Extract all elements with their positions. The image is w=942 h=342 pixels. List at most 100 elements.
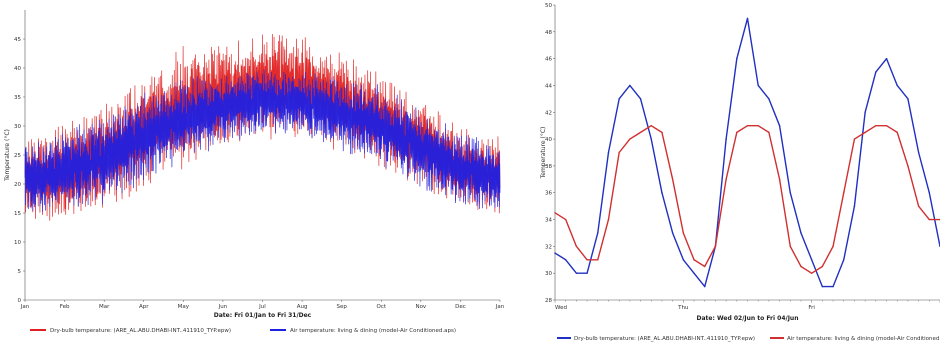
data-point: [597, 259, 599, 261]
y-tick-label: 10: [14, 240, 21, 246]
data-point: [821, 285, 824, 288]
y-tick-label: 30: [14, 124, 21, 130]
data-point: [575, 245, 578, 248]
data-point: [586, 259, 588, 261]
data-point: [778, 178, 781, 181]
x-tick-label: May: [178, 304, 190, 310]
data-point: [736, 131, 738, 134]
data-point: [789, 245, 791, 248]
data-point: [832, 285, 834, 288]
data-point: [800, 265, 802, 268]
y-tick-label: 40: [545, 137, 552, 143]
data-point: [907, 98, 909, 100]
data-point: [714, 245, 717, 248]
y-tick-label: 40: [14, 66, 21, 72]
data-point: [693, 259, 695, 261]
x-tick-label: Jun: [218, 304, 228, 310]
series-line-1: [554, 17, 940, 288]
data-point: [853, 205, 856, 207]
data-point: [821, 265, 824, 268]
data-point: [864, 111, 866, 113]
x-tick-label: Dec: [455, 304, 466, 310]
y-tick-label: 0: [18, 298, 22, 304]
data-point: [607, 218, 610, 221]
x-tick-label: Oct: [376, 304, 386, 310]
series-line-1: [24, 33, 501, 221]
x-tick-label: Jan: [495, 304, 505, 310]
y-tick-label: 42: [545, 110, 552, 116]
data-point: [736, 57, 738, 60]
data-point: [671, 178, 674, 181]
data-point: [564, 218, 567, 221]
data-point: [843, 259, 845, 261]
data-point: [693, 272, 695, 274]
data-point: [661, 131, 663, 134]
data-point: [810, 259, 813, 261]
data-point: [928, 218, 931, 221]
data-point: [554, 212, 556, 214]
y-tick-label: 46: [545, 57, 552, 63]
x-tick-label: Fri: [808, 305, 815, 311]
three-day-temperature-chart: 28 30 32 34 36 38 40 42 44 46 48 50 Wed Thu Fri Date: W…: [540, 3, 940, 342]
data-point: [853, 138, 856, 140]
y-tick-label: 38: [545, 164, 552, 170]
data-point: [618, 98, 620, 100]
data-point: [629, 138, 631, 140]
y-tick-label: 20: [14, 182, 21, 188]
x-tick-label: Thu: [677, 305, 688, 311]
y-tick-label: 35: [14, 95, 21, 101]
data-point: [618, 151, 620, 154]
data-point: [746, 17, 749, 20]
y-tick-label: 45: [14, 37, 21, 43]
data-point: [907, 165, 909, 167]
y-tick-label: 48: [545, 30, 552, 36]
x-tick-label: Jul: [258, 304, 266, 310]
data-point: [704, 285, 706, 288]
x-tick-label: Apr: [139, 304, 149, 310]
series-line-2: [554, 124, 940, 274]
legend-label: Dry-bulb temperature: (ARE_AL.ABU.DHABI-…: [574, 336, 755, 342]
data-point: [725, 138, 727, 140]
data-point: [650, 138, 652, 140]
data-point: [671, 232, 674, 234]
data-point: [768, 131, 770, 134]
data-point: [778, 124, 781, 127]
data-point: [768, 98, 770, 100]
data-point: [639, 131, 642, 134]
data-point: [704, 265, 706, 268]
x-axis-title: Date: Wed 02/Jun to Fri 04/Jun: [697, 315, 799, 322]
data-point: [597, 232, 599, 234]
data-point: [800, 232, 802, 234]
data-point: [725, 178, 727, 181]
data-point: [789, 192, 791, 194]
data-point: [885, 57, 888, 60]
data-point: [917, 151, 920, 154]
data-point: [682, 259, 685, 261]
y-tick-label: 44: [545, 83, 552, 89]
data-point: [575, 272, 578, 274]
data-point: [629, 84, 631, 87]
data-point: [650, 124, 652, 127]
y-tick-label: 50: [545, 3, 552, 9]
data-point: [896, 84, 898, 87]
data-point: [875, 124, 877, 127]
data-point: [896, 131, 898, 134]
y-tick-label: 34: [545, 218, 552, 224]
x-tick-label: Wed: [555, 305, 567, 311]
data-point: [928, 192, 931, 194]
data-point: [864, 131, 866, 134]
legend-label: Air temperature: living & dining (model-…: [787, 336, 940, 342]
data-point: [939, 218, 940, 221]
x-tick-label: Jan: [20, 304, 30, 310]
x-tick-label: Mar: [99, 304, 110, 310]
data-point: [639, 98, 642, 100]
data-point: [554, 252, 556, 254]
y-tick-label: 36: [545, 191, 552, 197]
data-point: [832, 245, 834, 248]
data-point: [810, 272, 813, 274]
y-axis-title: Temperature (°C): [4, 129, 11, 182]
data-point: [682, 232, 685, 234]
y-tick-label: 28: [545, 298, 552, 304]
x-tick-label: Nov: [415, 304, 426, 310]
x-tick-label: Feb: [60, 304, 70, 310]
